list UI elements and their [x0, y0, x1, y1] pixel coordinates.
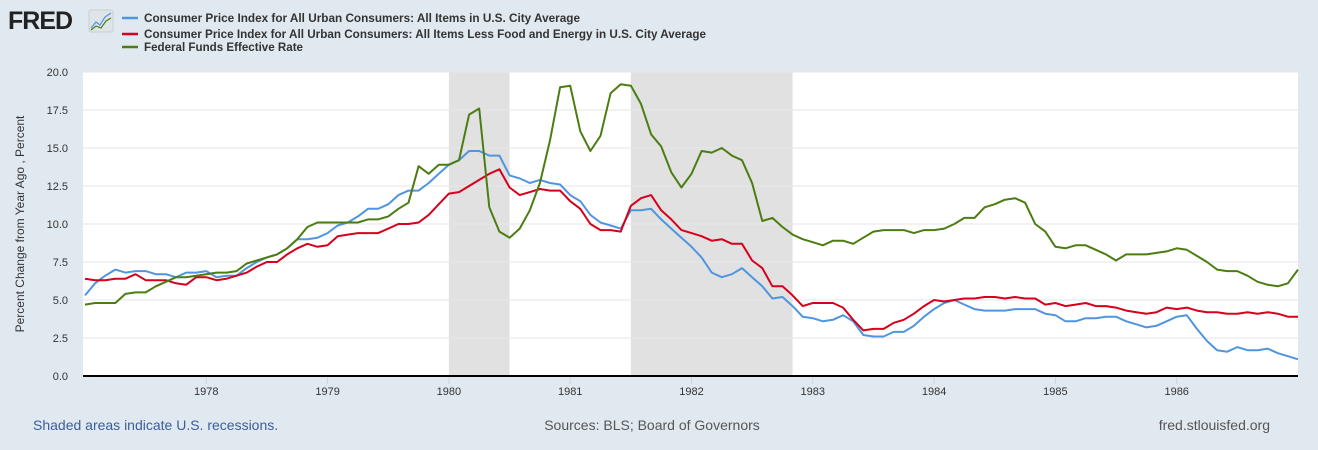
x-tick-label: 1980 [437, 386, 461, 398]
gridlines [83, 71, 1298, 339]
y-tick-label: 2.5 [53, 333, 68, 345]
x-tick-label: 1986 [1164, 386, 1188, 398]
y-axis-title: Percent Change from Year Ago , Percent [13, 115, 27, 332]
fred-logo[interactable]: FRED [8, 7, 114, 35]
x-axis-ticks: 1978 1979 1980 1981 1982 1983 1984 1985 1986 [194, 377, 1189, 398]
legend-item-cpi-all-items[interactable]: Consumer Price Index for All Urban Consu… [122, 11, 580, 25]
legend-label: Consumer Price Index for All Urban Consu… [144, 27, 706, 41]
y-tick-label: 10.0 [47, 219, 68, 231]
fed-funds-line [84, 83, 1299, 306]
x-tick-label: 1984 [922, 386, 946, 398]
x-tick-label: 1981 [558, 386, 582, 398]
x-tick-label: 1985 [1043, 386, 1067, 398]
y-axis-ticks: 0.0 2.5 5.0 7.5 10.0 12.5 15.0 17.5 20.0 [47, 67, 68, 383]
y-tick-label: 20.0 [47, 67, 68, 79]
legend-label: Federal Funds Effective Rate [144, 40, 303, 54]
series-lines [84, 83, 1299, 361]
x-tick-label: 1983 [801, 386, 825, 398]
recession-note-link[interactable]: Shaded areas indicate U.S. recessions. [33, 417, 278, 433]
sources-text: Sources: BLS; Board of Governors [544, 417, 760, 433]
legend-label: Consumer Price Index for All Urban Consu… [144, 11, 580, 25]
fred-logo-text: FRED [8, 7, 72, 35]
legend: Consumer Price Index for All Urban Consu… [122, 11, 706, 54]
y-tick-label: 0.0 [53, 371, 68, 383]
y-tick-label: 7.5 [53, 257, 68, 269]
x-tick-label: 1982 [679, 386, 703, 398]
x-tick-label: 1979 [315, 386, 339, 398]
fred-logo-chart-icon [88, 9, 114, 33]
y-tick-label: 12.5 [47, 181, 68, 193]
legend-item-cpi-core[interactable]: Consumer Price Index for All Urban Consu… [122, 27, 706, 41]
legend-item-fed-funds[interactable]: Federal Funds Effective Rate [122, 40, 303, 54]
y-tick-label: 17.5 [47, 105, 68, 117]
cpi-core-line [84, 168, 1298, 332]
site-link[interactable]: fred.stlouisfed.org [1159, 417, 1270, 433]
x-tick-label: 1978 [194, 386, 218, 398]
y-tick-label: 5.0 [53, 295, 68, 307]
y-tick-label: 15.0 [47, 143, 68, 155]
